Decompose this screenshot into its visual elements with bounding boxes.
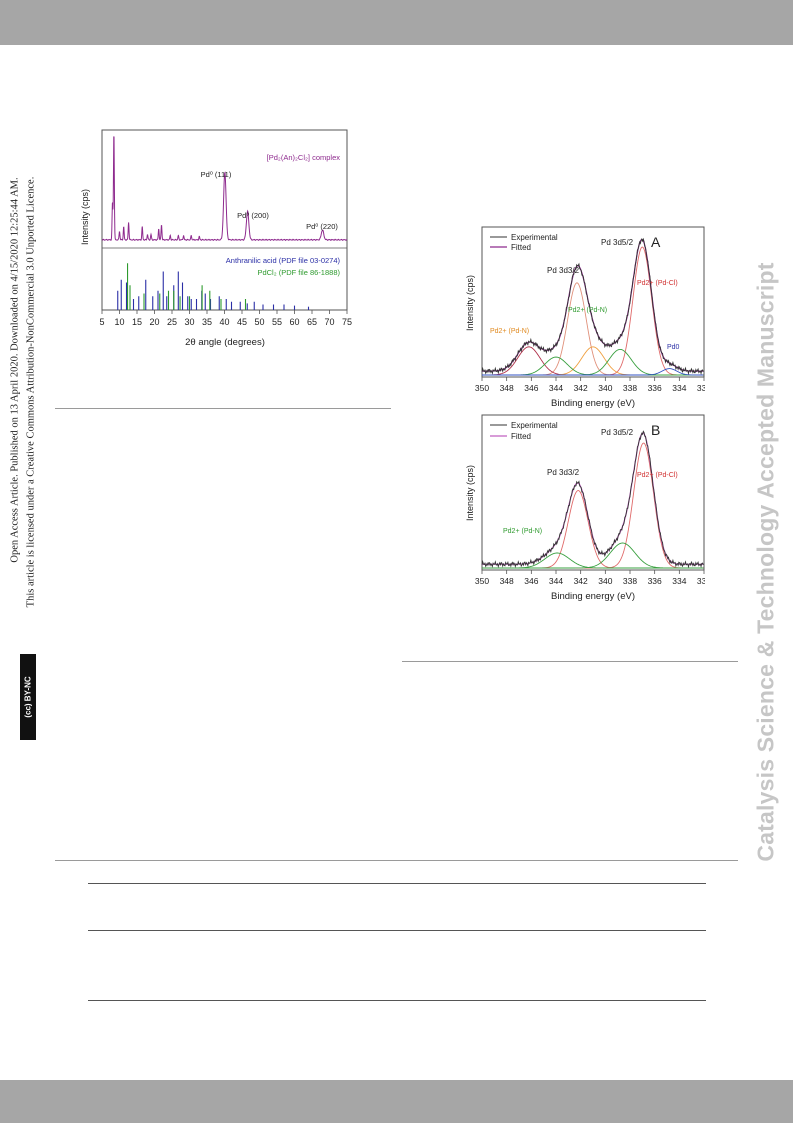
xps-a-annotation-pd0: Pd0	[667, 344, 680, 351]
xrd-chart: 5 10 15 20 25 30 35 40 45 50 55 60 65 70 75 [Pd₂(An)₂C…	[80, 129, 352, 348]
table-bottom-rule	[88, 1000, 706, 1001]
xps-a-panel-label: A	[651, 234, 661, 250]
xrd-x-tick-label: 70	[324, 317, 334, 327]
xrd-complex-curve	[101, 136, 348, 241]
xps-x-tick-label: 346	[524, 383, 538, 393]
cc-license-badge[interactable]: (cc) BY-NC	[20, 654, 36, 740]
header-band	[0, 0, 793, 45]
xps-x-tick-label: 344	[549, 576, 563, 586]
xps-x-tick-label: 350	[475, 576, 489, 586]
xps-x-tick-label: 340	[598, 576, 612, 586]
xps-x-tick-label: 336	[648, 383, 662, 393]
xps-b-xlabel: Binding energy (eV)	[551, 591, 635, 602]
xps-x-tick-label: 334	[672, 576, 686, 586]
xps-b-ylabel: Intensity (cps)	[465, 465, 475, 521]
xps-b-annotation-pdn: Pd2+ (Pd-N)	[503, 528, 542, 535]
footer-band	[0, 1080, 793, 1123]
xps-b-annotation-pd3d52: Pd 3d5/2	[601, 428, 634, 437]
table-header-rule	[88, 930, 706, 931]
xrd-annotation-pd111: Pd⁰ (111)	[201, 170, 232, 179]
xrd-ylabel: Intensity (cps)	[80, 189, 90, 245]
xps-chart: 350 348 346 344 342 340 338 336 334 332 Experimen…	[465, 226, 705, 602]
xrd-x-tick-label: 5	[99, 317, 104, 327]
xps-a-ylabel: Intensity (cps)	[465, 275, 475, 331]
xrd-x-tick-label: 50	[254, 317, 264, 327]
figure1-bottom-rule	[55, 408, 391, 409]
xrd-x-tick-label: 40	[219, 317, 229, 327]
xps-b-legend-experimental: Experimental	[511, 421, 558, 430]
xrd-x-tick-label: 55	[272, 317, 282, 327]
xrd-xlabel: 2θ angle (degrees)	[185, 337, 265, 348]
xps-x-tick-label: 342	[574, 576, 588, 586]
xps-component-peak	[482, 542, 704, 569]
figure2-bottom-rule	[402, 661, 738, 662]
xrd-annotation-pd220: Pd⁰ (220)	[306, 222, 338, 231]
xrd-legend-complex: [Pd₂(An)₂Cl₂] complex	[267, 153, 341, 162]
xrd-x-tick-label: 20	[149, 317, 159, 327]
xps-a-legend-experimental: Experimental	[511, 233, 558, 242]
xps-a-experimental-curve	[481, 237, 704, 376]
xps-a-xlabel: Binding energy (eV)	[551, 398, 635, 409]
xps-a-annotation-pd3d32: Pd 3d3/2	[547, 266, 580, 275]
xps-a-annotation-pdn-left: Pd2+ (Pd-N)	[490, 328, 529, 335]
xps-x-tick-label: 342	[574, 383, 588, 393]
xrd-x-tick-label: 10	[114, 317, 124, 327]
xrd-plot-frame	[101, 129, 348, 311]
xps-a-annotation-pdn-right: Pd2+ (Pd-N)	[568, 307, 607, 314]
xps-b-annotation-pdcl: Pd2+ (Pd-Cl)	[637, 472, 678, 479]
xps-x-tick-label: 348	[500, 576, 514, 586]
table-top-rule	[88, 883, 706, 884]
xps-x-tick-label: 336	[648, 576, 662, 586]
xrd-x-tick-label: 75	[342, 317, 352, 327]
xps-x-tick-label: 338	[623, 576, 637, 586]
xps-x-tick-label: 332	[697, 576, 705, 586]
license-notice: This article is licensed under a Creativ…	[25, 176, 37, 608]
xrd-x-tick-label: 25	[167, 317, 177, 327]
xps-b-legend-fitted: Fitted	[511, 432, 531, 441]
xps-a-annotation-pdcl: Pd2+ (Pd-Cl)	[637, 280, 678, 287]
xps-x-tick-label: 340	[598, 383, 612, 393]
xps-x-tick-label: 344	[549, 383, 563, 393]
xrd-x-tick-label: 60	[289, 317, 299, 327]
xps-a-annotation-pd3d52: Pd 3d5/2	[601, 238, 634, 247]
xps-component-peak	[482, 368, 704, 376]
xps-x-tick-label: 350	[475, 383, 489, 393]
xrd-x-tick-label: 30	[184, 317, 194, 327]
xrd-legend-pdcl2: PdCl₂ (PDF file 86-1888)	[257, 268, 340, 277]
xrd-x-tick-label: 65	[307, 317, 317, 327]
table-section-rule	[55, 860, 738, 861]
cc-badge-label: (cc) BY-NC	[23, 676, 33, 718]
xrd-x-tick-label: 35	[202, 317, 212, 327]
xrd-annotation-pd200: Pd⁰ (200)	[237, 211, 269, 220]
journal-watermark: Catalysis Science & Technology Accepted …	[752, 262, 779, 862]
xrd-legend-anthranilic: Anthranilic acid (PDF file 03-0274)	[226, 256, 341, 265]
xps-b-experimental-curve	[481, 430, 704, 569]
xps-b-annotation-pd3d32: Pd 3d3/2	[547, 468, 580, 477]
xps-x-tick-label: 346	[524, 576, 538, 586]
xrd-x-tick-label: 45	[237, 317, 247, 327]
xrd-x-tick-label: 15	[132, 317, 142, 327]
xps-x-tick-label: 334	[672, 383, 686, 393]
open-access-notice: Open Access Article. Published on 13 Apr…	[9, 177, 21, 563]
xps-a-legend-fitted: Fitted	[511, 243, 531, 252]
xps-x-tick-label: 332	[697, 383, 705, 393]
xps-x-tick-label: 338	[623, 383, 637, 393]
xps-x-tick-label: 348	[500, 383, 514, 393]
xps-b-panel-label: B	[651, 422, 660, 438]
